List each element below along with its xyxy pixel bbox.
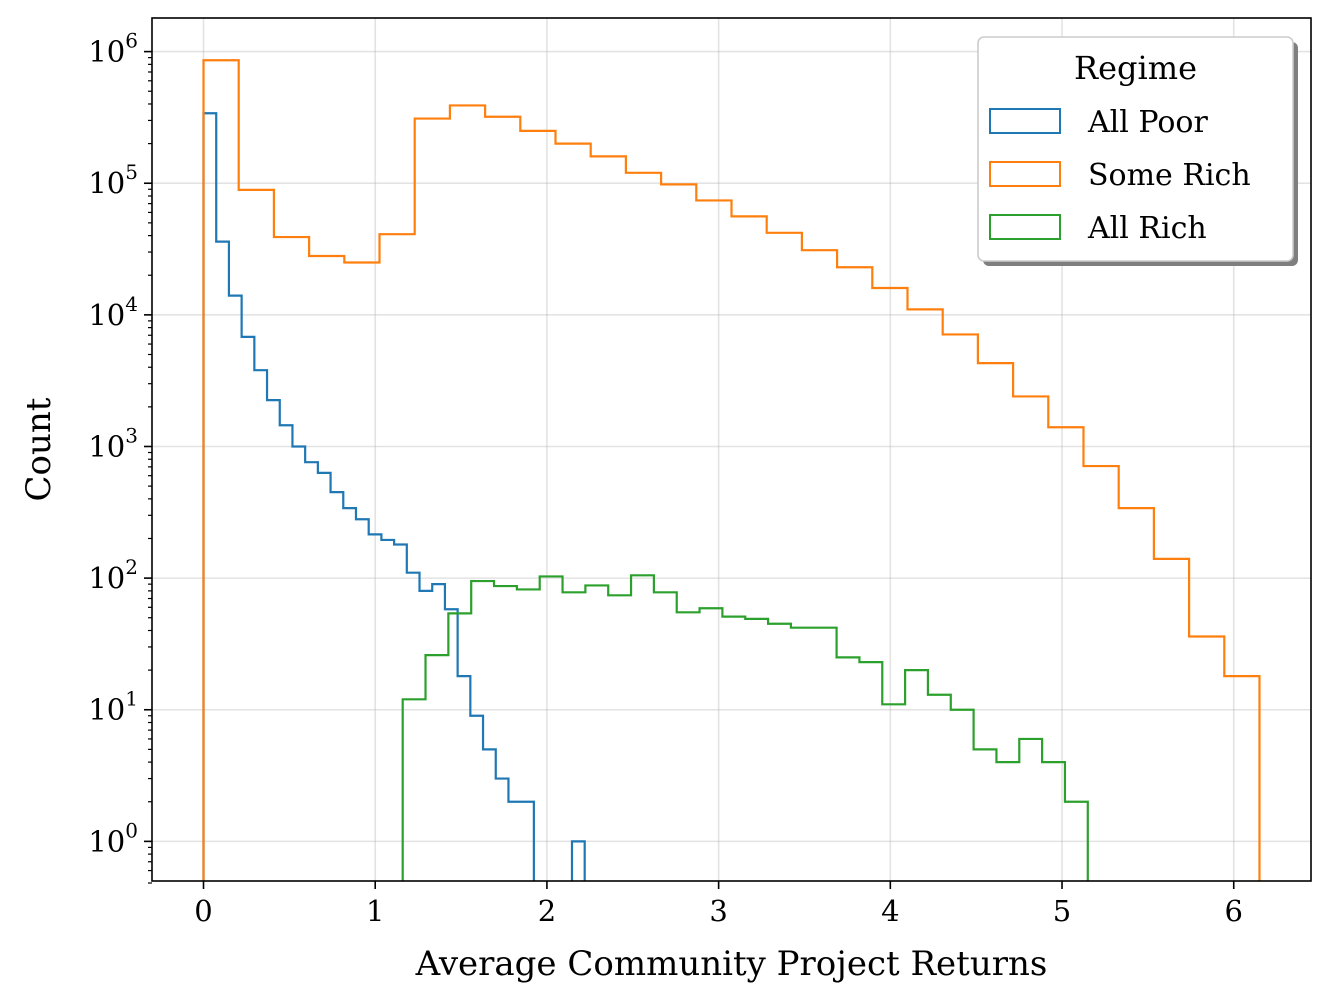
legend-label-all-poor: All Poor xyxy=(1087,105,1208,140)
legend-swatch-all-poor xyxy=(989,108,1061,134)
y-tick-label: 103 xyxy=(88,423,138,463)
legend-title: Regime xyxy=(1074,49,1197,87)
x-tick-label: 6 xyxy=(1225,894,1243,928)
legend-swatch-some-rich xyxy=(989,161,1061,187)
series-all-rich xyxy=(401,574,1089,881)
legend-box xyxy=(977,36,1294,262)
y-axis: 100 101 102 103 104 105 106 xyxy=(88,29,152,884)
legend-label-all-rich: All Rich xyxy=(1087,211,1207,246)
legend-entries: All Poor Some Rich All Rich xyxy=(989,105,1251,246)
x-axis: 0 1 2 3 4 5 6 xyxy=(194,881,1243,928)
plot-frame xyxy=(151,17,1312,882)
x-tick-label: 2 xyxy=(538,894,556,928)
legend-swatch-all-rich xyxy=(989,214,1061,240)
series-some-rich xyxy=(202,59,1261,881)
y-tick-label: 101 xyxy=(88,687,138,727)
series-layer xyxy=(202,59,1261,881)
legend-label-some-rich: Some Rich xyxy=(1088,158,1251,193)
x-tick-label: 5 xyxy=(1053,894,1071,928)
legend: Regime All Poor Some Rich All Rich xyxy=(977,36,1298,266)
x-tick-label: 4 xyxy=(881,894,899,928)
x-tick-label: 1 xyxy=(366,894,384,928)
y-tick-label: 102 xyxy=(88,555,138,595)
y-tick-label: 100 xyxy=(88,818,138,858)
series-all-poor xyxy=(202,112,586,881)
x-tick-label: 3 xyxy=(709,894,727,928)
y-axis-label: Count xyxy=(19,397,59,501)
x-axis-label: Average Community Project Returns xyxy=(415,944,1048,984)
x-tick-label: 0 xyxy=(194,894,212,928)
y-tick-label: 105 xyxy=(88,160,138,200)
y-tick-label: 104 xyxy=(88,292,138,332)
y-tick-label: 106 xyxy=(88,29,138,69)
